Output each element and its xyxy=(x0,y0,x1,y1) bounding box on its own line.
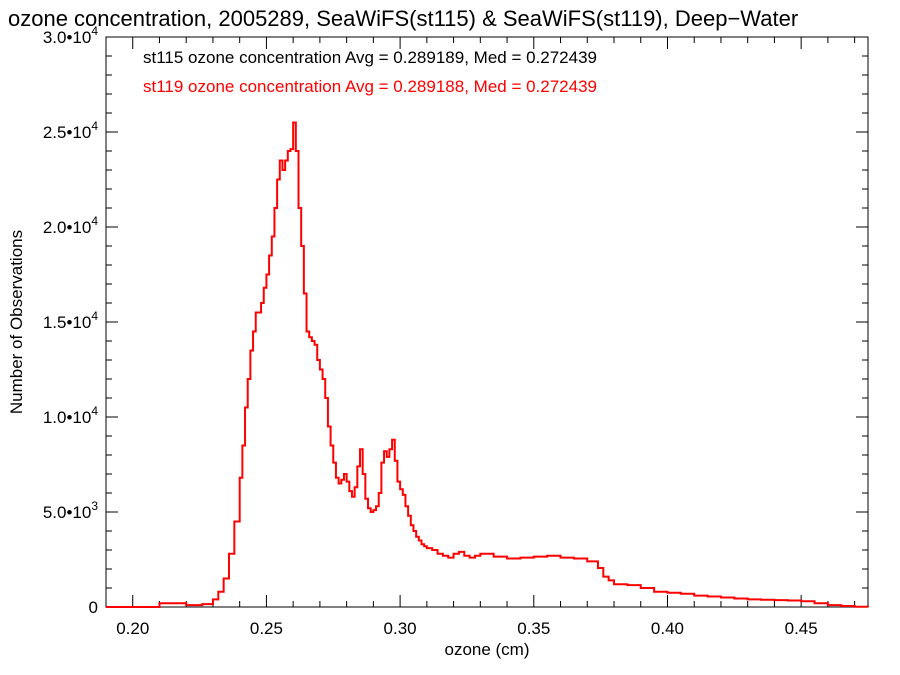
x-tick-label: 0.20 xyxy=(116,619,149,638)
y-tick-mantissa: 5.0•10 xyxy=(43,503,92,522)
y-tick-exponent: 4 xyxy=(91,404,98,418)
y-tick-exponent: 4 xyxy=(91,24,98,38)
y-tick-label: 1.0•104 xyxy=(43,404,99,427)
y-tick-exponent: 4 xyxy=(91,309,98,323)
histogram-series-line xyxy=(106,121,869,608)
y-tick-label: 0 xyxy=(89,598,98,617)
y-tick-label: 2.0•104 xyxy=(43,214,99,237)
y-tick-exponent: 3 xyxy=(91,499,98,513)
y-tick-mantissa: 1.0•10 xyxy=(43,408,92,427)
x-tick-label: 0.25 xyxy=(250,619,283,638)
y-axis: 05.0•1031.0•1041.5•1042.0•1042.5•1043.0•… xyxy=(43,24,868,617)
x-tick-label: 0.45 xyxy=(785,619,818,638)
y-tick-label: 5.0•103 xyxy=(43,499,99,522)
stats-annotation-st115: st115 ozone concentration Avg = 0.289189… xyxy=(143,48,597,67)
series-layer xyxy=(106,121,869,608)
y-tick-mantissa: 1.5•10 xyxy=(43,313,92,332)
x-axis: 0.20 0.25 0.30 0.35 0.40 0.45 xyxy=(105,37,856,638)
chart-title: ozone concentration, 2005289, SeaWiFS(st… xyxy=(8,6,798,31)
y-tick-exponent: 4 xyxy=(91,214,98,228)
y-tick-label: 2.5•104 xyxy=(43,119,99,142)
y-tick-mantissa: 0 xyxy=(89,598,98,617)
y-tick-mantissa: 2.5•10 xyxy=(43,123,92,142)
y-tick-mantissa: 3.0•10 xyxy=(43,28,92,47)
x-tick-label: 0.40 xyxy=(651,619,684,638)
stats-annotation-st119: st119 ozone concentration Avg = 0.289188… xyxy=(143,77,597,96)
y-tick-label: 3.0•104 xyxy=(43,24,99,47)
y-tick-exponent: 4 xyxy=(91,119,98,133)
y-tick-mantissa: 2.0•10 xyxy=(43,218,92,237)
y-axis-label: Number of Observations xyxy=(7,230,26,414)
x-axis-label: ozone (cm) xyxy=(444,640,529,659)
x-tick-label: 0.30 xyxy=(384,619,417,638)
y-tick-label: 1.5•104 xyxy=(43,309,99,332)
x-tick-label: 0.35 xyxy=(517,619,550,638)
